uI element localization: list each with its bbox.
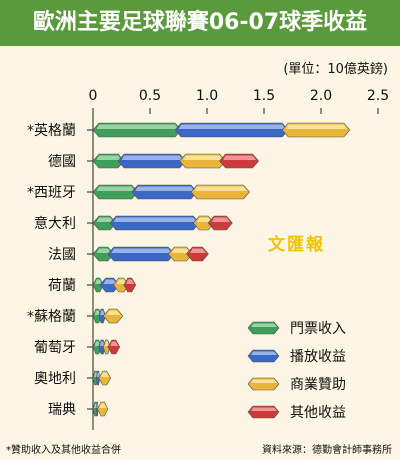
bar-segment: [109, 215, 200, 231]
category-label: 荷蘭: [48, 278, 76, 294]
legend-swatch: [247, 377, 280, 391]
title-bar: 歐洲主要足球聯賽06-07球季收益: [0, 0, 400, 46]
bar-segment: [219, 153, 259, 169]
legend-label: 門票收入: [290, 321, 346, 337]
category-label: 意大利: [34, 215, 76, 232]
legend-label: 播放收益: [290, 349, 346, 365]
bar-segment: [179, 153, 226, 169]
bar-segment: [167, 246, 193, 262]
bar-segment: [92, 184, 139, 200]
legend-swatch: [247, 349, 280, 363]
legend-item: 其他收益: [247, 405, 346, 421]
bar-segment: [107, 246, 175, 262]
bar-segment: [92, 308, 102, 324]
bar-segment: [192, 215, 215, 231]
category-label: 瑞典: [48, 402, 76, 418]
footnote: *贊助收入及其他收益合併: [6, 445, 121, 456]
x-tick-label: 2.5: [367, 88, 389, 104]
bar-segment: [186, 246, 209, 262]
bar-segment: [174, 122, 289, 138]
source-note: 資料來源：德勤會計師事務所: [262, 445, 392, 456]
bar-segment: [113, 277, 130, 293]
bar-segment: [98, 339, 106, 355]
unit-label: (單位：10億英鎊): [283, 62, 388, 77]
legend-label: 商業贊助: [290, 377, 346, 393]
bar-segment: [92, 153, 125, 169]
category-label: 德國: [48, 154, 76, 170]
bar-segment: [92, 277, 104, 293]
x-tick-label: 0.5: [139, 88, 161, 104]
legend-swatch: [247, 321, 280, 335]
x-tick-label: 0: [89, 88, 98, 104]
bar-segment: [117, 153, 187, 169]
category-label: 法國: [48, 247, 76, 263]
legend-label: 其他收益: [290, 405, 346, 421]
legend-item: 播放收益: [247, 349, 346, 365]
bar-segment: [190, 184, 250, 200]
category-label: *西班牙: [27, 185, 76, 201]
bar-segment: [97, 401, 109, 417]
category-label: 奧地利: [34, 371, 76, 387]
bar-segment: [281, 122, 351, 138]
bar-segment: [98, 370, 112, 386]
category-label: *蘇格蘭: [27, 309, 76, 325]
bar-segment: [107, 339, 121, 355]
bar-segment: [92, 122, 182, 138]
legend-swatch: [247, 405, 280, 419]
bar-segment: [123, 277, 137, 293]
x-tick-label: 1.0: [196, 88, 218, 104]
watermark: 文匯報: [268, 235, 325, 255]
x-tick-label: 2.0: [310, 88, 332, 104]
bar-segment: [92, 339, 102, 355]
legend-item: 門票收入: [247, 321, 346, 337]
bar-segment: [207, 215, 233, 231]
bar-segment: [102, 308, 124, 324]
x-tick-label: 1.5: [253, 88, 275, 104]
category-label: *英格蘭: [27, 122, 76, 139]
bar-segment: [131, 184, 198, 200]
chart-title: 歐洲主要足球聯賽06-07球季收益: [32, 10, 368, 35]
legend-item: 商業贊助: [247, 377, 346, 393]
category-label: 葡萄牙: [34, 340, 76, 356]
